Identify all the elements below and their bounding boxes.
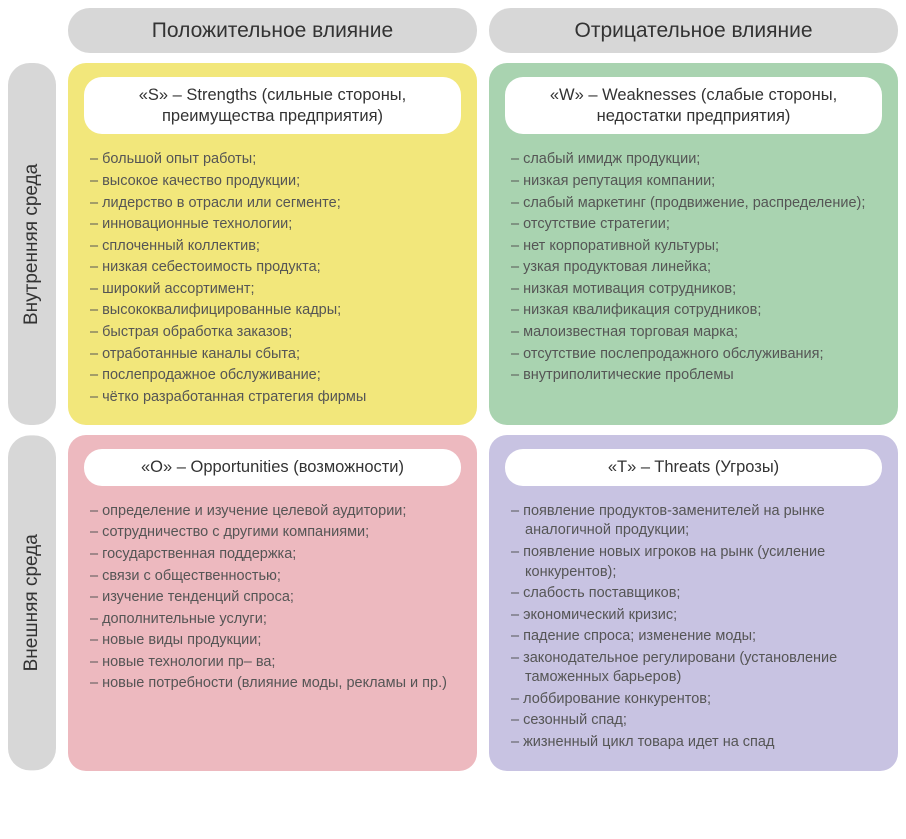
list-item: изучение тенденций спроса; xyxy=(90,588,461,608)
list-item: отработанные каналы сбыта; xyxy=(90,345,461,365)
column-header-negative: Отрицательное влияние xyxy=(489,8,898,53)
list-item: узкая продуктовая линейка; xyxy=(511,258,882,278)
list-item: лоббирование конкурентов; xyxy=(511,690,882,710)
list-item: сотрудничество с другими компаниями; xyxy=(90,523,461,543)
list-item: экономический кризис; xyxy=(511,606,882,626)
quadrant-threats-title: «T» – Threats (Угрозы) xyxy=(505,449,882,486)
quadrant-weaknesses-list: слабый имидж продукции;низкая репутация … xyxy=(505,150,882,385)
row-header-internal: Внутренняя среда xyxy=(8,63,56,425)
row-header-external-label: Внешняя среда xyxy=(21,534,43,671)
list-item: низкая репутация компании; xyxy=(511,172,882,192)
list-item: большой опыт работы; xyxy=(90,150,461,170)
column-header-negative-label: Отрицательное влияние xyxy=(575,19,813,42)
quadrant-opportunities: «O» – Opportunities (возможности) опреде… xyxy=(68,435,477,770)
list-item: дополнительные услуги; xyxy=(90,610,461,630)
quadrant-strengths-list: большой опыт работы;высокое качество про… xyxy=(84,150,461,407)
quadrant-threats-list: появление продуктов-заменителей на рынке… xyxy=(505,502,882,753)
quadrant-strengths: «S» – Strengths (сильные стороны, преиму… xyxy=(68,63,477,425)
quadrant-weaknesses: «W» – Weaknesses (слабые стороны, недост… xyxy=(489,63,898,425)
list-item: отсутствие стратегии; xyxy=(511,215,882,235)
list-item: высокое качество продукции; xyxy=(90,172,461,192)
quadrant-opportunities-list: определение и изучение целевой аудитории… xyxy=(84,502,461,694)
quadrant-opportunities-title: «O» – Opportunities (возможности) xyxy=(84,449,461,486)
list-item: внутриполитические проблемы xyxy=(511,366,882,386)
list-item: новые виды продукции; xyxy=(90,631,461,651)
list-item: нет корпоративной культуры; xyxy=(511,237,882,257)
list-item: новые потребности (влияние моды, рекламы… xyxy=(90,674,461,694)
list-item: сезонный спад; xyxy=(511,711,882,731)
list-item: появление продуктов-заменителей на рынке… xyxy=(511,502,882,541)
list-item: появление новых игроков на рынк (усилени… xyxy=(511,543,882,582)
list-item: широкий ассортимент; xyxy=(90,280,461,300)
list-item: сплоченный коллектив; xyxy=(90,237,461,257)
column-header-positive: Положительное влияние xyxy=(68,8,477,53)
row-header-internal-label: Внутренняя среда xyxy=(21,164,43,325)
list-item: низкая мотивация сотрудников; xyxy=(511,280,882,300)
list-item: высококвалифицированные кадры; xyxy=(90,301,461,321)
corner-spacer xyxy=(8,8,56,53)
list-item: новые технологии пр– ва; xyxy=(90,653,461,673)
list-item: слабый имидж продукции; xyxy=(511,150,882,170)
list-item: чётко разработанная стратегия фирмы xyxy=(90,388,461,408)
column-header-positive-label: Положительное влияние xyxy=(152,19,393,42)
list-item: лидерство в отрасли или сегменте; xyxy=(90,194,461,214)
list-item: низкая себестоимость продукта; xyxy=(90,258,461,278)
list-item: слабый маркетинг (продвижение, распредел… xyxy=(511,194,882,214)
list-item: послепродажное обслуживание; xyxy=(90,366,461,386)
list-item: жизненный цикл товара идет на спад xyxy=(511,733,882,753)
list-item: низкая квалификация сотрудников; xyxy=(511,301,882,321)
quadrant-strengths-title: «S» – Strengths (сильные стороны, преиму… xyxy=(84,77,461,134)
list-item: связи с общественностью; xyxy=(90,567,461,587)
list-item: малоизвестная торговая марка; xyxy=(511,323,882,343)
list-item: отсутствие послепродажного обслуживания; xyxy=(511,345,882,365)
list-item: законодательное регулировани (установлен… xyxy=(511,649,882,688)
quadrant-threats: «T» – Threats (Угрозы) появление продукт… xyxy=(489,435,898,770)
list-item: слабость поставщиков; xyxy=(511,584,882,604)
list-item: инновационные технологии; xyxy=(90,215,461,235)
list-item: государственная поддержка; xyxy=(90,545,461,565)
list-item: падение спроса; изменение моды; xyxy=(511,627,882,647)
list-item: определение и изучение целевой аудитории… xyxy=(90,502,461,522)
quadrant-weaknesses-title: «W» – Weaknesses (слабые стороны, недост… xyxy=(505,77,882,134)
list-item: быстрая обработка заказов; xyxy=(90,323,461,343)
swot-grid: Положительное влияние Отрицательное влия… xyxy=(8,8,898,771)
row-header-external: Внешняя среда xyxy=(8,435,56,770)
